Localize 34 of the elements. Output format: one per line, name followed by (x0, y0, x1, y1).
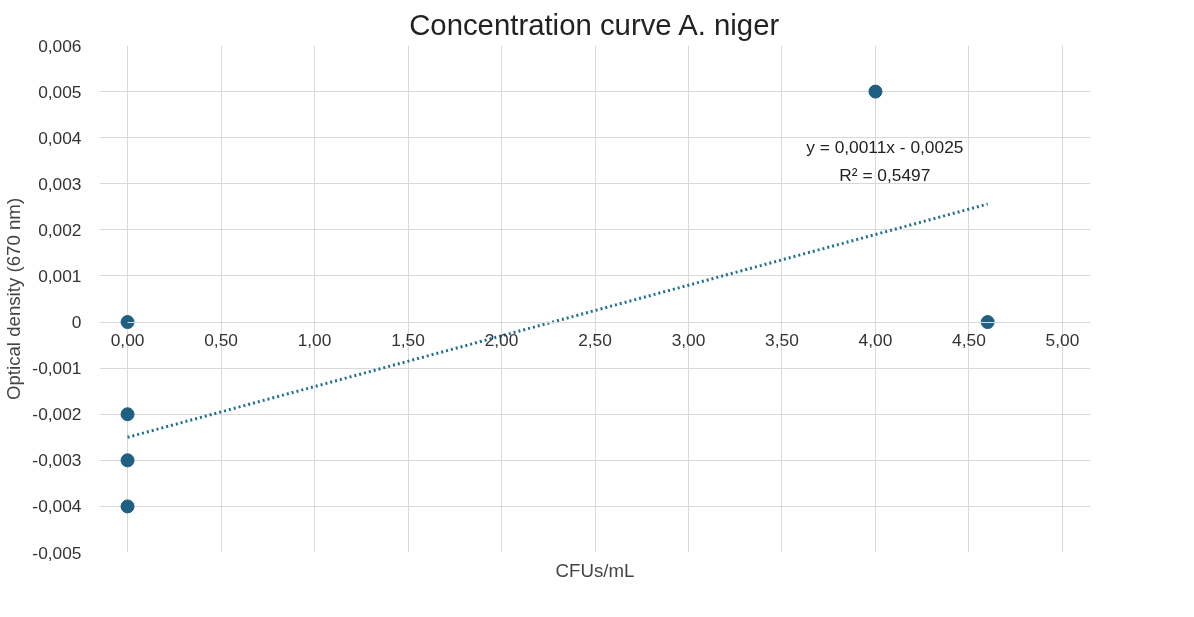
chart-title: Concentration curve A. niger (409, 7, 780, 41)
x-tick-label: 1,50 (391, 330, 425, 351)
x-tick-label: 2,50 (578, 330, 612, 351)
x-tick-label: 4,00 (858, 330, 893, 351)
annotation: y = 0,0011x - 0,0025 (806, 137, 964, 158)
x-tick-label: 5,00 (1045, 330, 1080, 351)
x-axis-title: CFUs/mL (555, 559, 635, 581)
x-tick-label: 3,50 (765, 330, 799, 351)
x-tick-label: 0,00 (110, 330, 145, 351)
y-tick-label: 0,006 (38, 35, 82, 56)
x-tick-label: 1,00 (297, 330, 332, 351)
y-tick-label: -0,004 (32, 496, 82, 517)
x-tick-label: 4,50 (952, 330, 986, 351)
x-tick-label: 3,00 (671, 330, 706, 351)
point (980, 315, 995, 330)
y-tick-label: 0,005 (38, 81, 82, 102)
y-tick-label: 0,003 (38, 173, 82, 194)
point (120, 499, 135, 514)
y-tick-label: -0,003 (32, 450, 82, 471)
y-tick-label: -0,002 (32, 404, 82, 425)
y-tick-label: -0,001 (32, 358, 82, 379)
y-tick-label: 0,004 (38, 127, 82, 148)
point (868, 84, 883, 99)
point (120, 407, 135, 422)
y-axis-title: Optical density (670 nm) (3, 197, 25, 401)
y-tick-label: 0 (71, 312, 82, 333)
y-tick-label: 0,002 (38, 219, 82, 240)
x-tick-label: 0,50 (204, 330, 238, 351)
point (120, 315, 135, 330)
y-tick-label: -0,005 (32, 542, 82, 563)
annotation: R² = 0,5497 (839, 164, 931, 185)
y-tick-label: 0,001 (38, 265, 82, 286)
point (120, 453, 135, 468)
x-tick-label: 2,00 (484, 330, 519, 351)
